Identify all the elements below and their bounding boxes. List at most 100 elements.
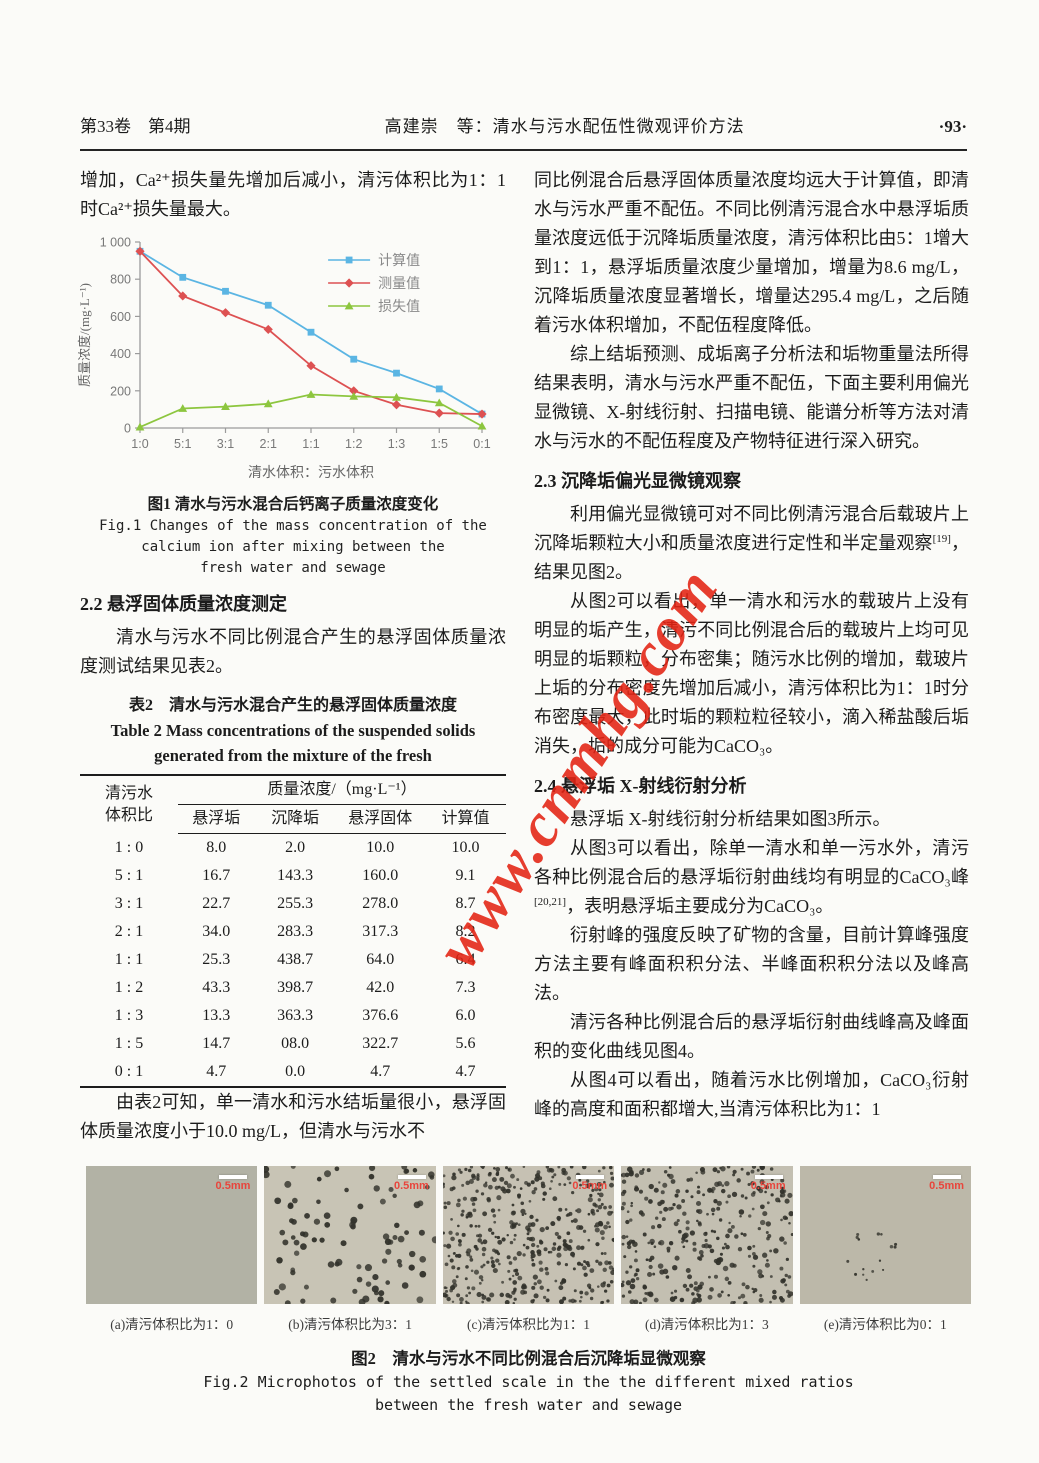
table2-subheader: 悬浮固体 [335, 804, 426, 834]
svg-text:0: 0 [124, 422, 131, 436]
svg-text:计算值: 计算值 [378, 253, 420, 269]
scale-bar [397, 1175, 426, 1179]
section-2-2-heading: 2.2 悬浮固体质量浓度测定 [80, 594, 287, 614]
svg-text:2:1: 2:1 [260, 437, 277, 451]
paragraph-r2: 综上结垢预测、成垢离子分析法和垢物重量法所得结果表明，清水与污水严重不配伍，下面… [534, 344, 969, 451]
microphoto-label-a: (a)清污体积比为1：0 [110, 1317, 234, 1332]
figure1-line-chart: 0 200 400 600 800 1 000 1:0 5:1 3:1 2:1 1:1 1:2 1:3 1… [74, 232, 506, 491]
value-cell: 363.3 [277, 1007, 314, 1024]
line-chart-svg: 0 200 400 600 800 1 000 1:0 5:1 3:1 2:1 1:1 1:2 1:3 1… [77, 236, 491, 482]
ratio-cell: 2 : 1 [114, 923, 144, 940]
paragraph-r8: 清污各种比例混合后的悬浮垢衍射曲线峰高及峰面积的变化曲线见图4。 [534, 1012, 969, 1061]
svg-text:600: 600 [110, 310, 131, 324]
svg-text:测量值: 测量值 [378, 276, 420, 292]
paragraph-r7: 衍射峰的强度反映了矿物的含量，目前计算峰强度方法主要有峰面积积分法、半峰面积积分… [534, 925, 969, 1003]
value-cell: 255.3 [277, 895, 314, 912]
microphoto-dots [845, 1232, 897, 1282]
value-cell: 6.0 [455, 1007, 476, 1024]
table-row: 1 : 2 43.3 398.7 42.0 7.3 [80, 974, 506, 1002]
right-column: 同比例混合后悬浮固体质量浓度均远大于计算值，即清水与污水严重不配伍。不同比例清污… [534, 166, 969, 1146]
table-row: 5 : 1 16.7 143.3 160.0 9.1 [80, 862, 506, 890]
value-cell: 8.7 [455, 895, 476, 912]
scale-bar [219, 1175, 248, 1179]
paragraph-r6: 从图3可以看出，除单一清水和单一污水外，清污各种比例混合后的悬浮垢衍射曲线均有明… [534, 834, 969, 921]
svg-text:清水体积：污水体积: 清水体积：污水体积 [248, 465, 374, 481]
paragraph-r4: 从图2可以看出，单一清水和污水的载玻片上没有明显的垢产生，清污不同比例混合后的载… [534, 591, 969, 756]
svg-text:1:2: 1:2 [345, 437, 362, 451]
microphoto-dots [621, 1166, 793, 1304]
value-cell: 43.3 [202, 979, 231, 996]
value-cell: 14.7 [202, 1035, 231, 1052]
table2-subheader: 悬浮垢 [177, 804, 255, 834]
paragraph-r5: 悬浮垢 X-射线衍射分析结果如图3所示。 [570, 809, 891, 829]
paragraph-r1: 同比例混合后悬浮固体质量浓度均远大于计算值，即清水与污水严重不配伍。不同比例清污… [534, 170, 969, 335]
page-header: 第33卷 第4期 高建崇 等：清水与污水配伍性微观评价方法 ·93· [80, 112, 967, 151]
svg-text:1:0: 1:0 [131, 437, 148, 451]
figure1-caption-zh: 图1 清水与污水混合后钙离子质量浓度变化 [147, 496, 439, 513]
left-column: 增加，Ca²⁺损失量先增加后减小，清污体积比为1：1时Ca²⁺损失量最大。 0 2… [77, 166, 506, 1146]
value-cell: 376.6 [362, 1007, 399, 1024]
ratio-cell: 1 : 1 [114, 951, 144, 968]
value-cell: 64.0 [366, 951, 395, 968]
scale-bar [754, 1175, 783, 1179]
value-cell: 283.3 [277, 923, 314, 940]
table-row: 1 : 0 8.0 2.0 10.0 10.0 [80, 834, 506, 863]
table2-title-en: generated from the mixture of the fresh [154, 746, 432, 765]
value-cell: 25.3 [202, 951, 231, 968]
value-cell: 398.7 [277, 979, 314, 996]
scale-label: 0.5mm [215, 1180, 251, 1192]
microphoto-label-e: (e)清污体积比为0：1 [823, 1317, 947, 1332]
ratio-cell: 5 : 1 [114, 867, 144, 884]
table2-subheader: 沉降垢 [254, 804, 336, 834]
value-cell: 2.0 [285, 839, 306, 856]
scale-label: 0.5mm [929, 1180, 965, 1192]
ratio-cell: 1 : 0 [114, 838, 144, 856]
figure1: 0 200 400 600 800 1 000 1:0 5:1 3:1 2:1 1:1 1:2 1:3 1… [77, 232, 506, 579]
citation-20-21: [20,21] [534, 896, 567, 908]
svg-text:1:1: 1:1 [302, 437, 319, 451]
table2-group-header: 质量浓度/（mg·L⁻¹） [177, 775, 506, 805]
figure2-photo-strip: 0.5mm 0.5mm 0.5mm 0.5mm 0.5mm [86, 1166, 972, 1304]
value-cell: 16.7 [202, 867, 231, 884]
svg-text:200: 200 [110, 384, 131, 398]
value-cell: 13.3 [202, 1007, 231, 1024]
value-cell: 7.3 [455, 979, 476, 996]
value-cell: 08.0 [281, 1035, 310, 1052]
paragraph-r9: 从图4可以看出，随着污水比例增加，CaCO₃衍射峰的高度和面积都增大,当清污体积… [534, 1070, 969, 1119]
value-cell: 143.3 [277, 867, 314, 884]
ratio-cell: 0 : 1 [114, 1063, 144, 1080]
running-title: 高建崇 等：清水与污水配伍性微观评价方法 [384, 117, 745, 136]
value-cell: 8.0 [206, 839, 227, 856]
paragraph-2-2: 清水与污水不同比例混合产生的悬浮固体质量浓度测试结果见表2。 [80, 627, 506, 676]
two-column-body: 增加，Ca²⁺损失量先增加后减小，清污体积比为1：1时Ca²⁺损失量最大。 0 2… [77, 166, 969, 1146]
scale-label: 0.5mm [572, 1180, 608, 1192]
microphoto-dots [442, 1166, 615, 1304]
value-cell: 34.0 [202, 923, 231, 940]
table-row: 1 : 3 13.3 363.3 376.6 6.0 [80, 1002, 506, 1030]
figure2-caption-zh: 图2 清水与污水不同比例混合后沉降垢显微观察 [351, 1349, 706, 1368]
value-cell: 10.0 [451, 839, 480, 856]
figure1-caption-en: Fig.1 Changes of the mass concentration … [99, 518, 487, 534]
value-cell: 322.7 [362, 1035, 399, 1052]
ratio-cell: 1 : 5 [114, 1035, 144, 1052]
citation-19: [19] [932, 533, 951, 545]
paragraph-r6-tail: ，表明悬浮垢主要成分为CaCO₃。 [566, 896, 834, 916]
scale-label: 0.5mm [393, 1180, 429, 1192]
table-row: 3 : 1 22.7 255.3 278.0 8.7 [80, 890, 506, 918]
table-row: 1 : 5 14.7 08.0 322.7 5.6 [80, 1030, 506, 1058]
table-row: 2 : 1 34.0 283.3 317.3 8.2 [80, 918, 506, 946]
value-cell: 160.0 [362, 867, 399, 884]
microphoto-a: 0.5mm [86, 1166, 258, 1304]
paragraph-r3-tail: ，结果见图2。 [534, 533, 970, 582]
microphoto-dots [264, 1166, 436, 1304]
page-number: ·93· [938, 117, 967, 136]
figure1-caption-en: fresh water and sewage [200, 560, 386, 576]
figure1-caption-en: calcium ion after mixing between the [141, 539, 445, 555]
microphoto-label-c: (c)清污体积比为1：1 [467, 1317, 590, 1332]
table-row: 1 : 1 25.3 438.7 64.0 6.4 [80, 946, 506, 974]
figure1-caption: 图1 清水与污水混合后钙离子质量浓度变化 Fig.1 Changes of th… [80, 493, 506, 579]
scale-bar [933, 1175, 962, 1179]
value-cell: 278.0 [362, 895, 399, 912]
paragraph-outro: 由表2可知，单一清水和污水结垢量很小，悬浮固体质量浓度小于10.0 mg/L，但… [80, 1092, 506, 1141]
microphoto-c: 0.5mm [442, 1166, 615, 1304]
